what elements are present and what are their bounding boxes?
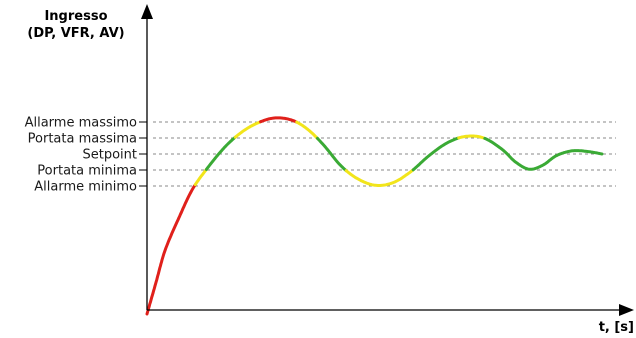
label-allarme-massimo: Allarme massimo bbox=[25, 116, 137, 131]
signal-segment-warning-1 bbox=[193, 167, 208, 187]
signal-segment-warning-9 bbox=[457, 134, 487, 140]
signal-curve bbox=[145, 116, 604, 316]
threshold-guides bbox=[139, 121, 616, 187]
signal-segment-normal-2 bbox=[204, 135, 237, 171]
y-axis-title-line2: (DP, VFR, AV) bbox=[27, 26, 124, 41]
y-axis-arrow-icon bbox=[141, 4, 153, 19]
label-portata-massima: Portata massima bbox=[28, 132, 137, 147]
signal-segment-normal-10 bbox=[483, 136, 604, 171]
label-setpoint: Setpoint bbox=[82, 148, 137, 163]
signal-segment-alarm-4 bbox=[259, 116, 299, 124]
y-axis-title-line1: Ingresso bbox=[44, 9, 107, 24]
signal-segment-normal-6 bbox=[316, 136, 348, 173]
signal-segment-alarm-0 bbox=[145, 183, 197, 316]
label-portata-minima: Portata minima bbox=[37, 164, 137, 179]
x-axis-title: t, [s] bbox=[599, 320, 634, 335]
signal-segment-warning-5 bbox=[295, 120, 319, 140]
signal-segment-warning-3 bbox=[233, 120, 263, 139]
x-axis-arrow-icon bbox=[619, 304, 634, 316]
signal-segment-warning-7 bbox=[344, 168, 415, 187]
signal-segment-normal-8 bbox=[411, 136, 461, 172]
label-allarme-minimo: Allarme minimo bbox=[34, 180, 137, 195]
